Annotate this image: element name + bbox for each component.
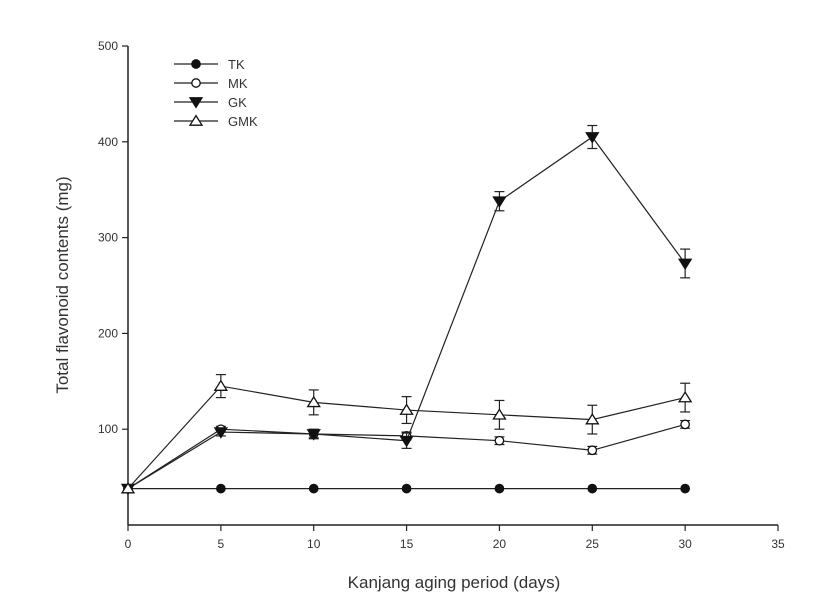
y-tick-label: 400 bbox=[98, 135, 118, 149]
y-axis-title: Total flavonoid contents (mg) bbox=[53, 176, 72, 393]
data-point bbox=[308, 483, 319, 494]
data-point bbox=[492, 196, 507, 208]
legend-label: GMK bbox=[228, 114, 258, 129]
x-tick-label: 10 bbox=[307, 537, 321, 551]
data-point bbox=[399, 435, 414, 448]
data-point bbox=[216, 483, 226, 494]
x-tick-label: 35 bbox=[771, 537, 785, 551]
data-point bbox=[494, 435, 505, 446]
legend-entry-GK: GK bbox=[174, 95, 247, 110]
data-point bbox=[585, 412, 600, 425]
series-GMK bbox=[120, 373, 693, 494]
legend-entry-MK: MK bbox=[174, 76, 248, 91]
legend: TK MK GK GMK bbox=[174, 57, 258, 129]
y-tick-label: 200 bbox=[98, 326, 118, 340]
x-tick-label: 5 bbox=[218, 537, 225, 551]
data-point bbox=[401, 483, 412, 494]
data-point bbox=[213, 427, 229, 439]
data-point bbox=[213, 379, 229, 391]
legend-entry-TK: TK bbox=[174, 57, 245, 72]
data-point bbox=[587, 483, 598, 494]
data-point bbox=[587, 445, 598, 456]
series-GK bbox=[120, 124, 693, 496]
legend-label: TK bbox=[228, 57, 245, 72]
x-tick-label: 15 bbox=[400, 537, 414, 551]
data-point bbox=[120, 481, 136, 494]
legend-marker bbox=[188, 97, 204, 109]
data-point bbox=[306, 395, 321, 408]
legend-label: GK bbox=[228, 95, 247, 110]
legend-marker bbox=[188, 114, 204, 126]
data-point bbox=[492, 408, 507, 420]
y-tick-label: 300 bbox=[98, 231, 118, 245]
data-point bbox=[680, 419, 690, 430]
y-tick-label: 100 bbox=[98, 422, 118, 436]
data-point bbox=[399, 403, 414, 415]
legend-marker bbox=[191, 59, 201, 69]
data-point bbox=[677, 258, 693, 271]
x-axis-title: Kanjang aging period (days) bbox=[348, 573, 561, 592]
data-point bbox=[306, 429, 321, 441]
x-tick-label: 30 bbox=[678, 537, 692, 551]
data-point bbox=[494, 483, 505, 494]
legend-label: MK bbox=[228, 76, 248, 91]
series-MK bbox=[123, 419, 691, 494]
axes bbox=[127, 46, 778, 526]
legend-entry-GMK: GMK bbox=[174, 114, 258, 129]
legend-marker bbox=[191, 78, 201, 88]
series-layer bbox=[120, 124, 693, 496]
series-TK bbox=[123, 483, 690, 494]
ticks: 0 5 10 15 20 25 30 35 100 200 300 400 500 bbox=[98, 39, 785, 551]
data-point bbox=[585, 132, 600, 144]
data-point bbox=[677, 390, 693, 403]
x-tick-label: 20 bbox=[493, 537, 507, 551]
x-tick-label: 25 bbox=[586, 537, 600, 551]
data-point bbox=[680, 483, 690, 494]
y-tick-label: 500 bbox=[98, 39, 118, 53]
x-tick-label: 0 bbox=[125, 537, 132, 551]
